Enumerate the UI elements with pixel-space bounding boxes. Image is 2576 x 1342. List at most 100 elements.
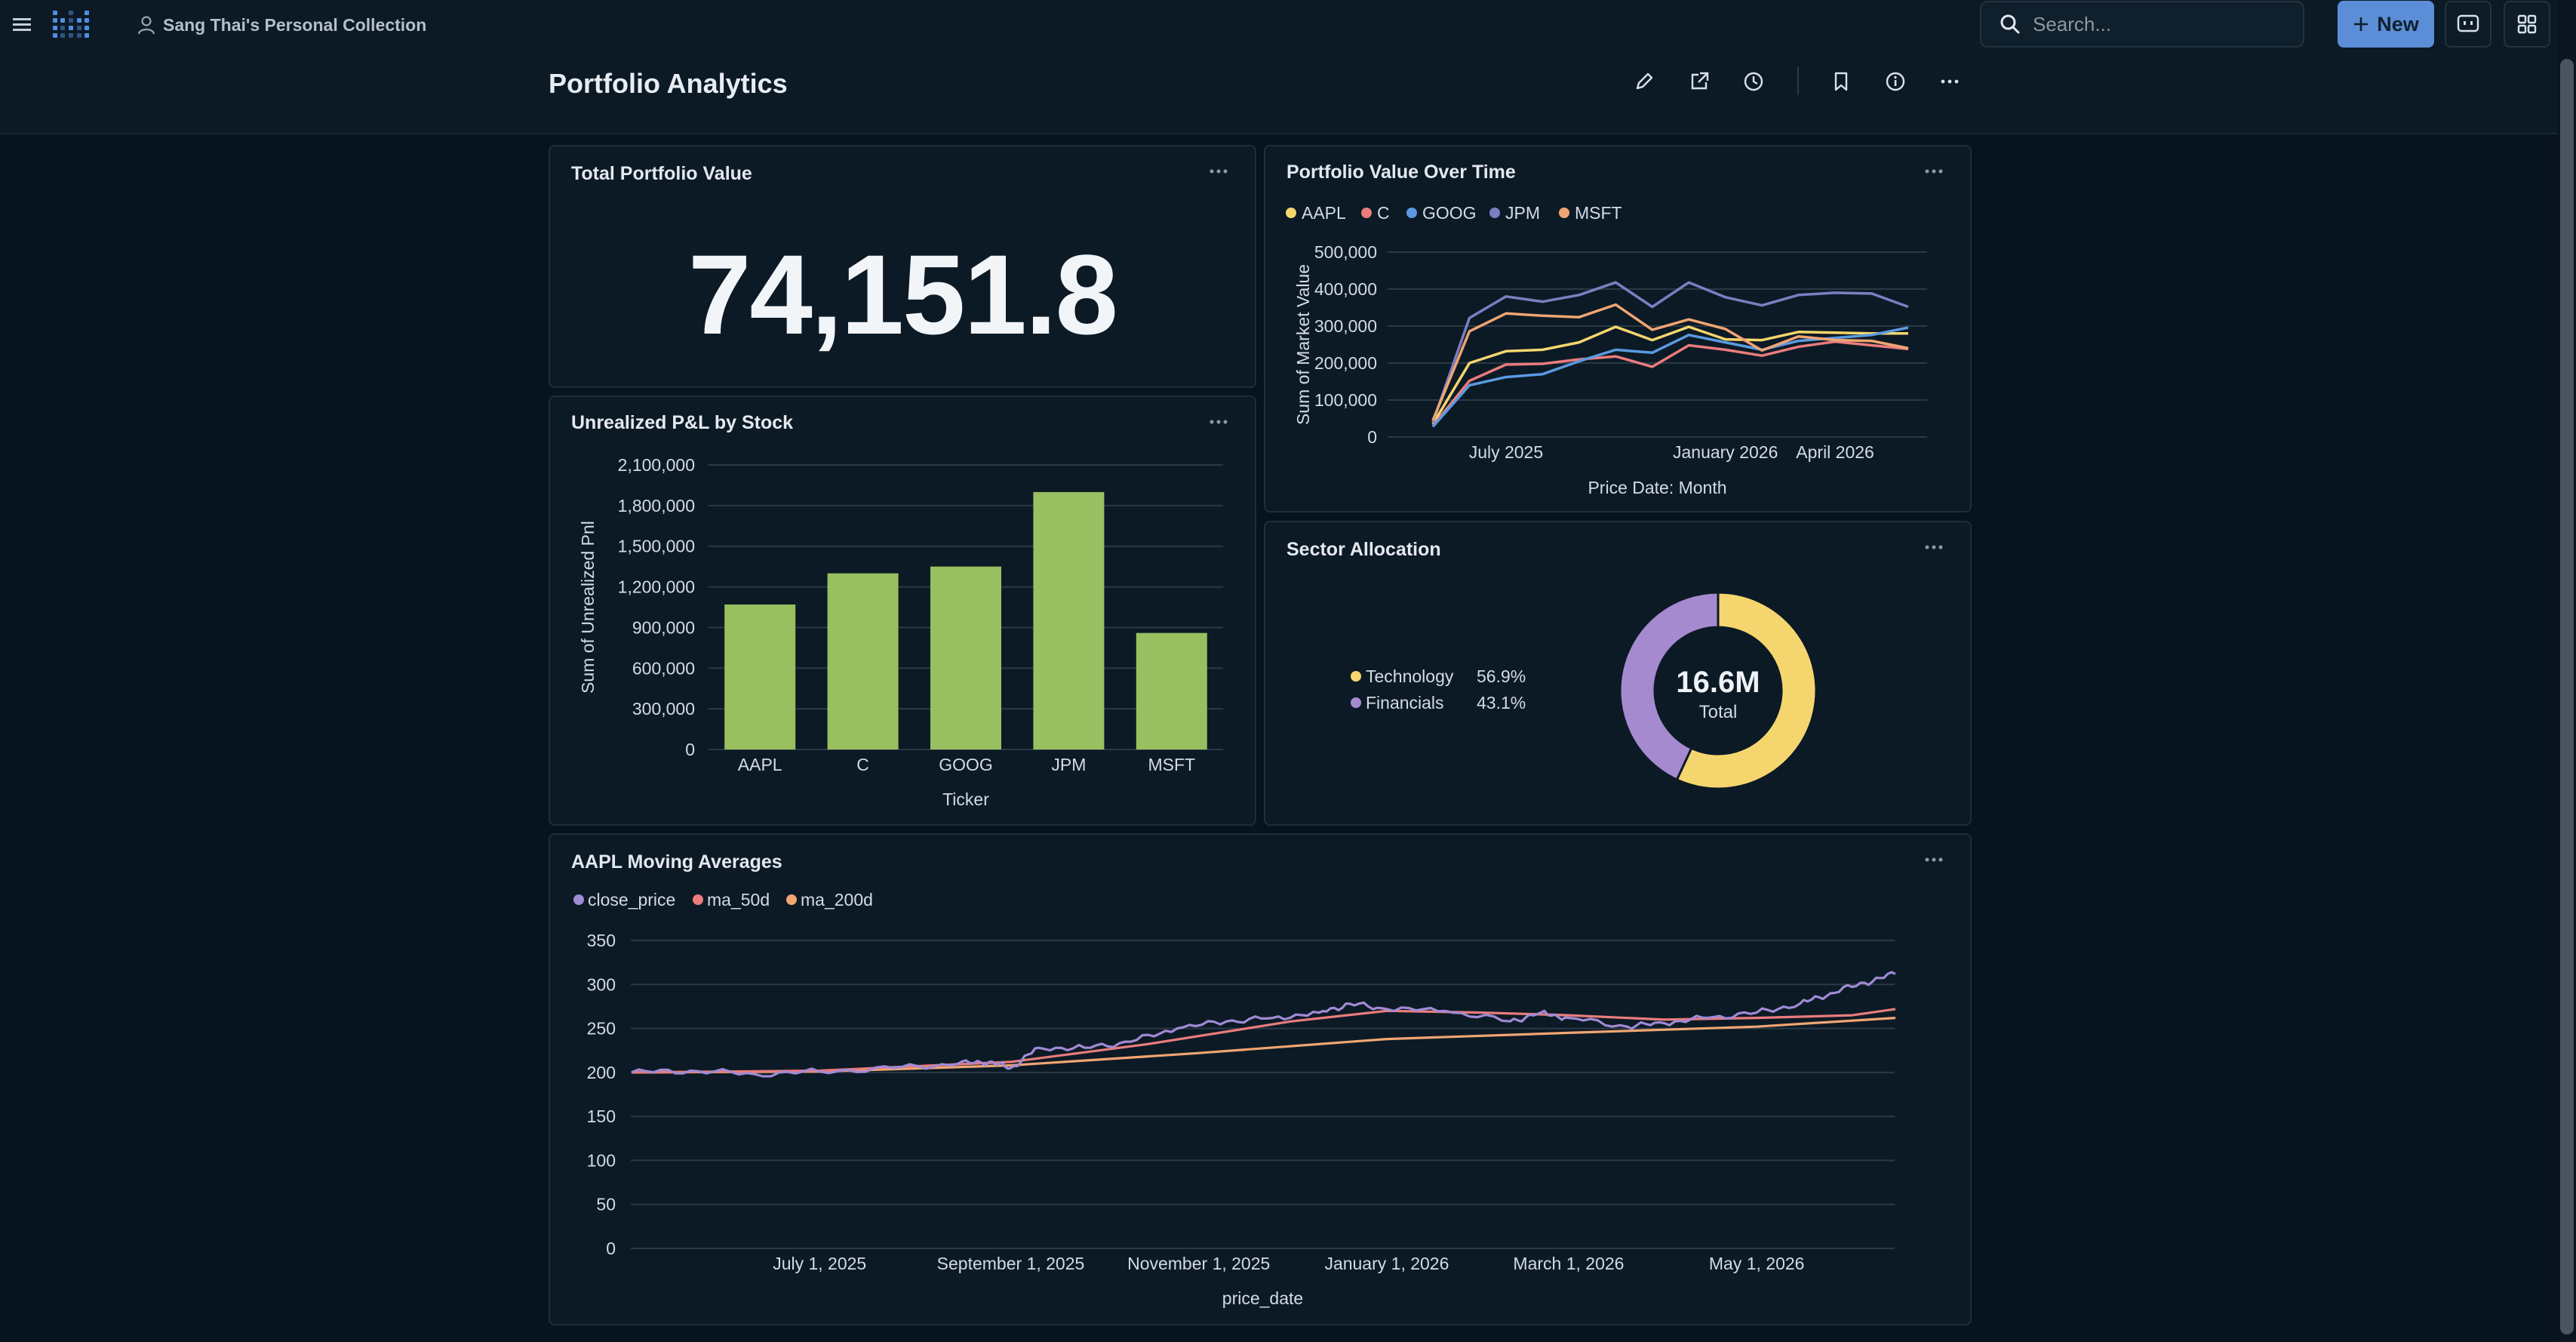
y-tick-label: 2,100,000 (618, 455, 695, 475)
y-tick-label: 150 (587, 1107, 616, 1126)
legend-item-aapl: AAPL (1286, 203, 1346, 223)
x-tick-label: MSFT (1148, 755, 1195, 774)
bookmark-icon[interactable] (1824, 65, 1858, 98)
legend-dot (1351, 671, 1361, 682)
new-button[interactable]: New (2338, 1, 2434, 48)
edit-pencil-icon[interactable] (1628, 65, 1661, 98)
more-options-icon[interactable] (1933, 65, 1966, 98)
page-scrollbar-thumb[interactable] (2560, 59, 2574, 1334)
search-bar[interactable] (1980, 1, 2304, 48)
card-menu-icon[interactable] (1919, 536, 1949, 559)
x-tick-label: JPM (1051, 755, 1086, 774)
dashboard-title[interactable]: Portfolio Analytics (549, 68, 788, 99)
unrealized-pnl-bar-chart: 0 300,000 600,000 900,000 1,200,000 1,500,000… (578, 455, 1223, 809)
card-menu-icon[interactable] (1919, 160, 1949, 183)
plus-icon (2354, 17, 2369, 31)
sector-donut-chart: Technology 56.9% Financials 43.1% 16.6M Total (1351, 591, 1818, 790)
series-line-jpm (1431, 281, 1909, 423)
legend-item-goog: GOOG (1406, 203, 1477, 223)
card-menu-icon[interactable] (1919, 848, 1949, 871)
x-tick-label: April 2026 (1796, 442, 1874, 462)
aapl-moving-averages-line-chart: close_price ma_50d ma_200d 0 50 100 150 200 250 3… (573, 890, 1896, 1308)
portfolio-value-line-chart: AAPL C GOOG JPM MSFT 0 100,000 200,000 300,000 40… (1286, 203, 1927, 497)
series-line-msft (1431, 303, 1909, 421)
legend-dot (1361, 208, 1372, 218)
card-title[interactable]: AAPL Moving Averages (571, 851, 782, 873)
grid-icon (2517, 14, 2537, 34)
legend-dot (1351, 697, 1361, 708)
y-tick-label: 350 (587, 931, 616, 950)
legend-dot (693, 894, 703, 905)
legend-label: close_price (588, 890, 675, 910)
legend-value: 56.9% (1477, 666, 1526, 686)
dashboard-header: Portfolio Analytics (0, 50, 2558, 134)
x-tick-label: March 1, 2026 (1513, 1254, 1624, 1273)
person-icon (137, 16, 155, 35)
y-tick-label: 900,000 (632, 617, 695, 637)
donut-slice-technology (1675, 591, 1818, 790)
y-tick-label: 1,200,000 (618, 577, 695, 597)
metabase-logo-icon[interactable] (51, 9, 91, 39)
card-unrealized-pnl: Unrealized P&L by Stock 0 300,000 600,000 9… (549, 396, 1256, 826)
card-menu-icon[interactable] (1203, 160, 1234, 183)
legend-dot (1286, 208, 1296, 218)
collection-breadcrumb[interactable]: Sang Thai's Personal Collection (137, 12, 426, 38)
legend-item-ma_200d: ma_200d (786, 890, 873, 910)
x-tick-label: May 1, 2026 (1709, 1254, 1805, 1273)
y-tick-label: 300,000 (1314, 316, 1377, 336)
card-title[interactable]: Total Portfolio Value (571, 163, 752, 184)
bar-goog (930, 566, 1001, 749)
x-axis-label: Price Date: Month (1588, 478, 1726, 497)
y-tick-label: 1,800,000 (618, 496, 695, 516)
y-tick-label: 200,000 (1314, 353, 1377, 373)
bar-aapl (724, 604, 796, 749)
series-line-aapl (1431, 325, 1908, 425)
series-line-close_price (631, 971, 1896, 1078)
x-tick-label: January 1, 2026 (1324, 1254, 1449, 1273)
x-tick-label: C (856, 755, 869, 774)
y-tick-label: 1,500,000 (618, 537, 695, 556)
card-menu-icon[interactable] (1203, 411, 1234, 433)
legend-item-ma_50d: ma_50d (693, 890, 770, 910)
card-title[interactable]: Unrealized P&L by Stock (571, 412, 794, 433)
y-tick-label: 250 (587, 1019, 616, 1039)
search-input[interactable] (2033, 12, 2259, 36)
legend-dot (573, 894, 584, 905)
card-aapl-moving-averages: AAPL Moving Averages close_price ma_50d ma… (549, 833, 1972, 1325)
share-icon[interactable] (1683, 65, 1716, 98)
legend-label: AAPL (1302, 203, 1346, 223)
hamburger-menu-icon[interactable] (11, 14, 33, 36)
apps-button[interactable] (2504, 1, 2550, 48)
y-tick-label: 50 (596, 1195, 616, 1214)
bar-c (827, 573, 899, 749)
x-tick-label: AAPL (738, 755, 782, 774)
legend-label: C (1377, 203, 1390, 223)
metabot-button[interactable] (2445, 1, 2491, 48)
y-axis-label: Sum of Unrealized Pnl (578, 521, 598, 694)
y-tick-label: 600,000 (632, 658, 695, 678)
series-line-ma_50d (631, 1008, 1896, 1074)
legend-item-close_price: close_price (573, 890, 675, 910)
card-sector-allocation: Sector Allocation Technology 56.9% Financi… (1264, 521, 1972, 826)
y-tick-label: 300 (587, 974, 616, 994)
new-button-label: New (2377, 12, 2419, 35)
y-tick-label: 100,000 (1314, 390, 1377, 410)
y-tick-label: 500,000 (1314, 242, 1377, 262)
y-tick-label: 0 (685, 740, 695, 759)
y-tick-label: 200 (587, 1063, 616, 1082)
donut-center-value: 16.6M (1676, 666, 1760, 699)
header-divider (1797, 66, 1799, 95)
y-tick-label: 100 (587, 1150, 616, 1170)
legend-dot (1406, 208, 1417, 218)
info-icon[interactable] (1879, 65, 1912, 98)
card-title[interactable]: Portfolio Value Over Time (1286, 162, 1516, 183)
card-total-portfolio-value: Total Portfolio Value 74,151.8 (549, 145, 1256, 388)
donut-center-label: Total (1699, 702, 1738, 722)
x-tick-label: January 2026 (1673, 442, 1778, 462)
clock-history-icon[interactable] (1737, 65, 1770, 98)
legend-label: ma_50d (707, 890, 770, 910)
legend-label: Technology (1366, 666, 1454, 686)
y-tick-label: 0 (606, 1239, 616, 1258)
x-tick-label: July 1, 2025 (773, 1254, 866, 1273)
card-title[interactable]: Sector Allocation (1286, 539, 1441, 560)
